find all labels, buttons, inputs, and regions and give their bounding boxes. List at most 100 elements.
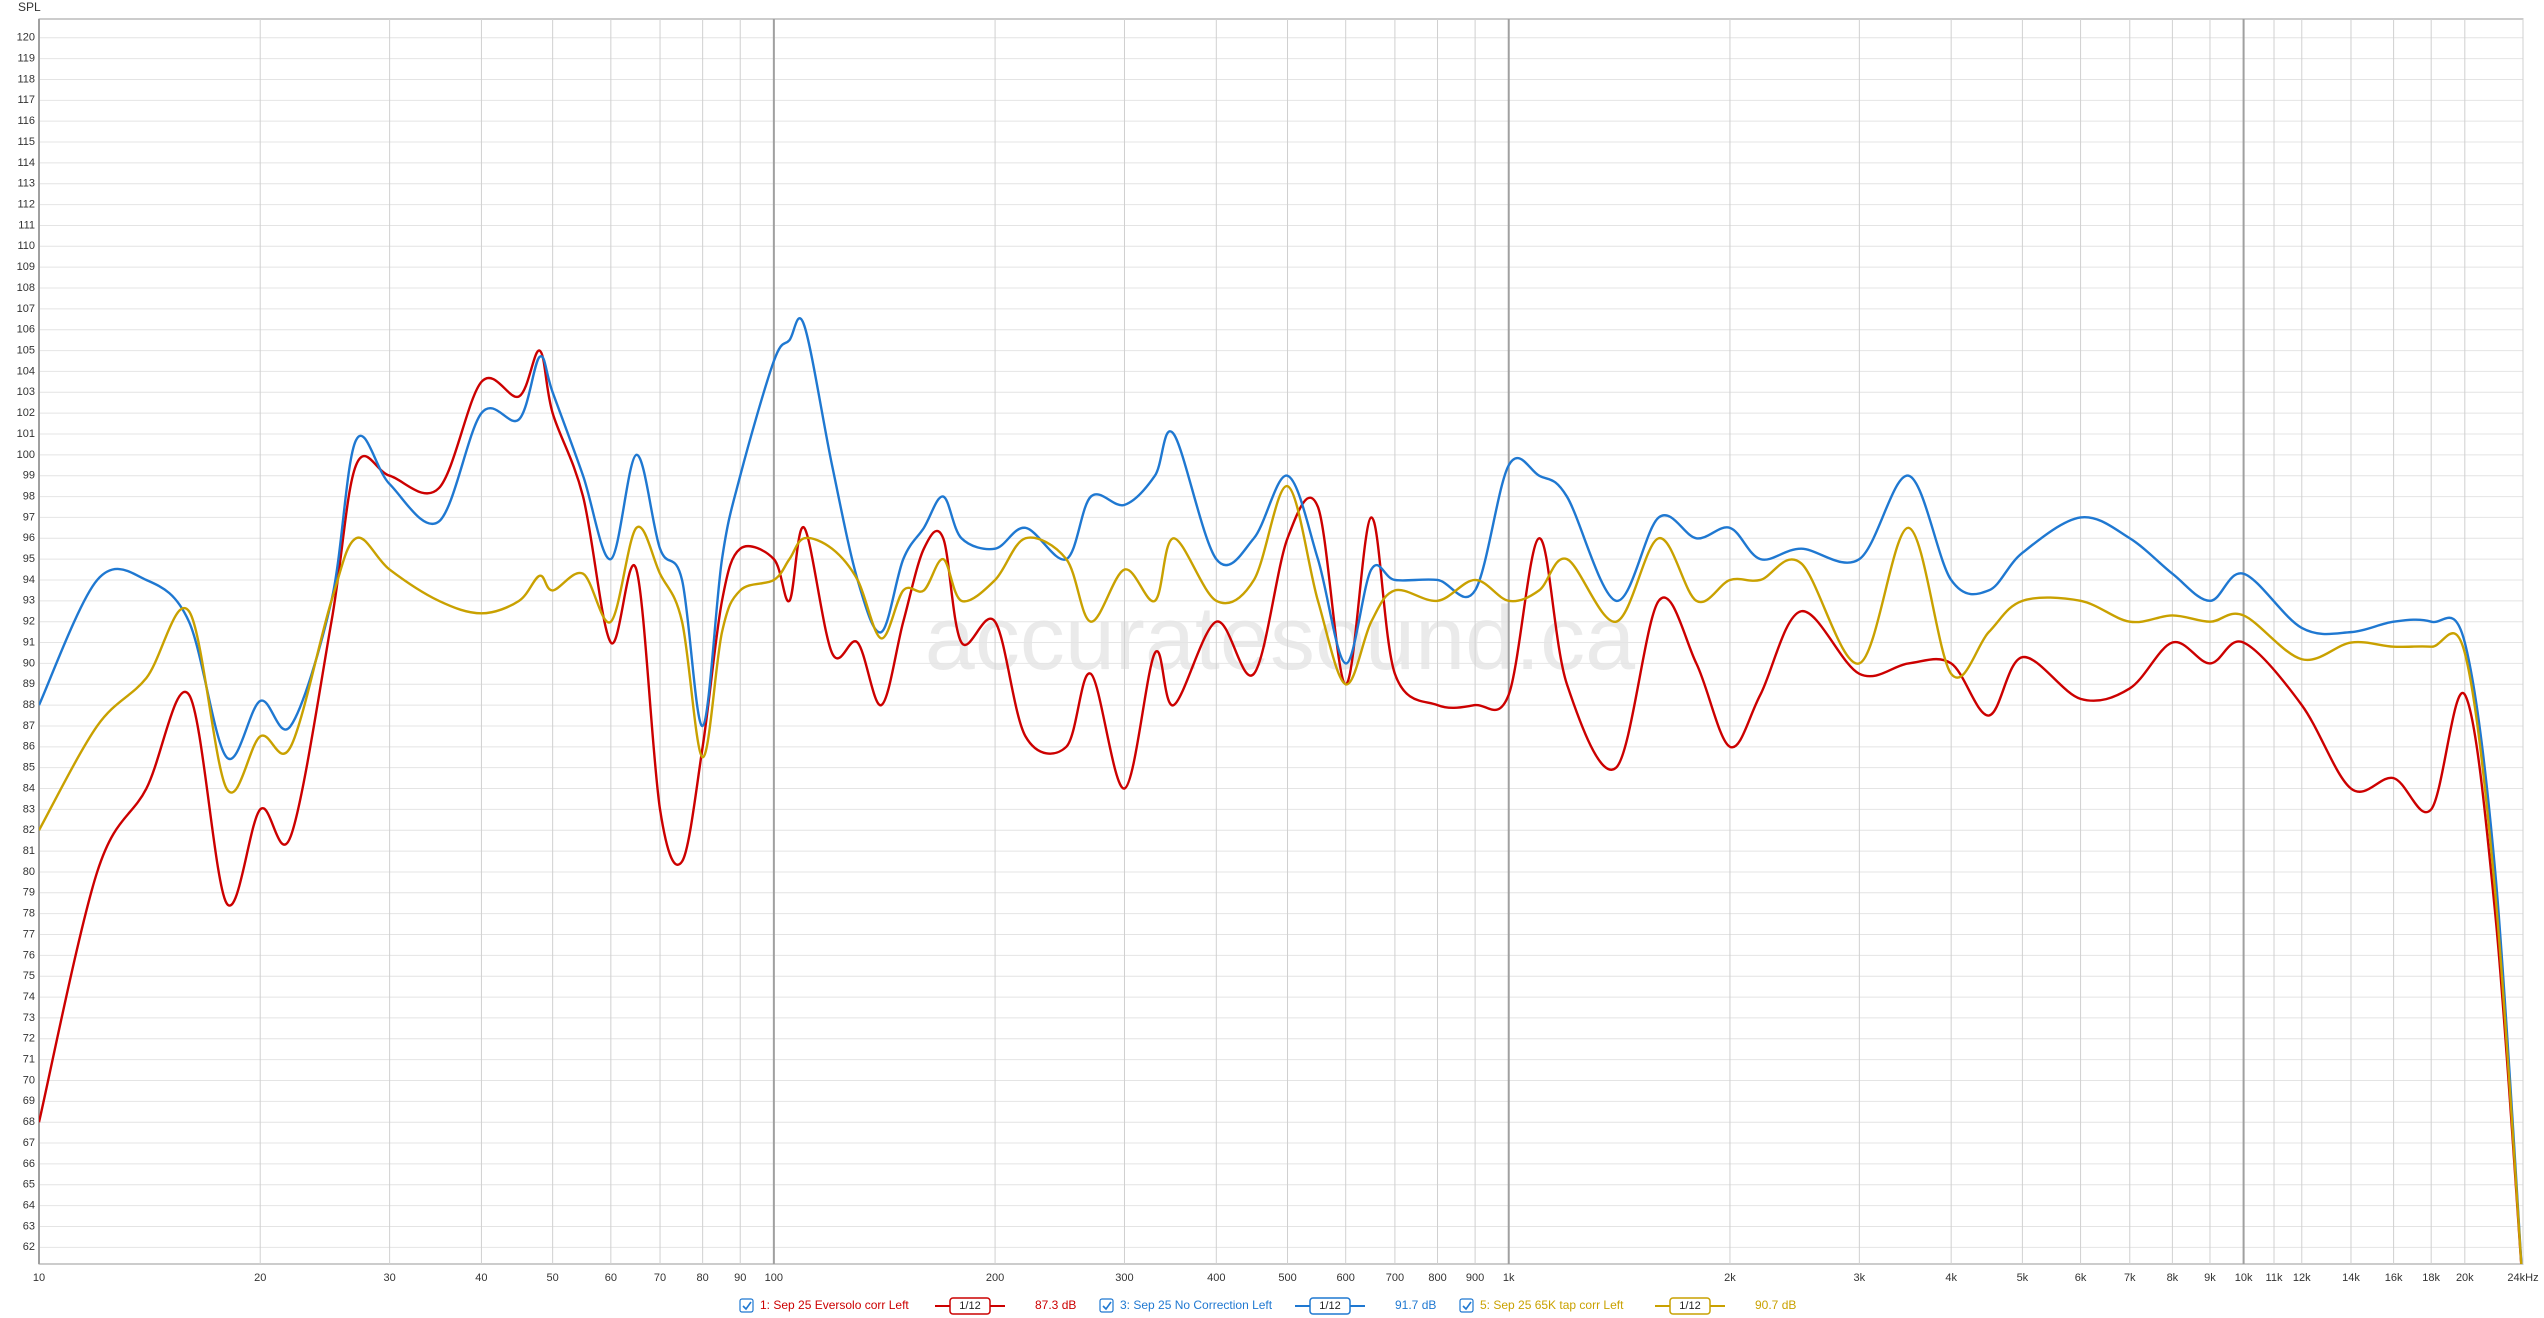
y-tick-label: 78	[23, 908, 35, 920]
y-tick-label: 79	[23, 887, 35, 899]
y-tick-label: 107	[17, 303, 35, 315]
y-tick-label: 108	[17, 282, 35, 294]
smoothing-label[interactable]: 1/12	[959, 1300, 980, 1312]
legend-label: 3: Sep 25 No Correction Left	[1120, 1298, 1273, 1312]
smoothing-box	[949, 1297, 991, 1315]
y-axis-label: SPL	[18, 0, 41, 14]
legend-item: 1/12 87.3 dB	[739, 1297, 1076, 1315]
x-tick-label: 9k	[2204, 1272, 2216, 1284]
y-tick-label: 85	[23, 762, 35, 774]
y-tick-label: 66	[23, 1158, 35, 1170]
y-tick-label: 75	[23, 970, 35, 982]
x-tick-label: 12k	[2293, 1272, 2311, 1284]
legend-label: 1: Sep 25 Eversolo corr Left	[760, 1298, 909, 1312]
x-tick-label: 600	[1337, 1272, 1355, 1284]
y-tick-label: 84	[23, 782, 35, 794]
x-tick-label: 200	[986, 1272, 1004, 1284]
y-tick-label: 87	[23, 720, 35, 732]
y-tick-label: 105	[17, 344, 35, 356]
y-tick-label: 109	[17, 261, 35, 273]
y-tick-label: 119	[17, 53, 35, 65]
y-tick-label: 62	[23, 1241, 35, 1253]
y-tick-label: 64	[23, 1200, 35, 1212]
x-tick-label: 40	[475, 1272, 487, 1284]
y-tick-label: 120	[17, 32, 35, 44]
plot-area	[38, 18, 2524, 1265]
x-tick-label: 80	[697, 1272, 709, 1284]
y-tick-label: 83	[23, 803, 35, 815]
y-tick-label: 104	[17, 365, 35, 377]
y-tick-label: 86	[23, 741, 35, 753]
x-tick-label: 100	[765, 1272, 783, 1284]
y-tick-label: 70	[23, 1074, 35, 1086]
y-tick-label: 99	[23, 470, 35, 482]
y-tick-label: 76	[23, 949, 35, 961]
y-tick-label: 103	[17, 386, 35, 398]
x-tick-label: 10	[33, 1272, 45, 1284]
y-tick-label: 88	[23, 699, 35, 711]
y-tick-label: 110	[17, 240, 35, 252]
y-tick-label: 73	[23, 1012, 35, 1024]
x-tick-label: 20	[254, 1272, 266, 1284]
y-tick-label: 68	[23, 1116, 35, 1128]
x-tick-label: 18k	[2422, 1272, 2440, 1284]
y-tick-label: 93	[23, 595, 35, 607]
y-tick-label: 118	[17, 73, 35, 85]
smoothing-box	[1309, 1297, 1351, 1315]
y-tick-label: 111	[18, 219, 35, 231]
y-tick-label: 96	[23, 532, 35, 544]
y-tick-label: 82	[23, 824, 35, 836]
y-tick-label: 95	[23, 553, 35, 565]
smoothing-label[interactable]: 1/12	[1679, 1300, 1700, 1312]
y-tick-label: 69	[23, 1095, 35, 1107]
y-tick-label: 63	[23, 1220, 35, 1232]
legend-level: 91.7 dB	[1395, 1298, 1436, 1312]
x-tick-label: 70	[654, 1272, 666, 1284]
checkmark	[1102, 1301, 1112, 1311]
x-tick-label: 300	[1115, 1272, 1133, 1284]
x-tick-label: 11k	[2266, 1272, 2283, 1284]
y-tick-label: 116	[17, 115, 35, 127]
series-line	[39, 349, 2523, 1264]
x-tick-label: 8k	[2167, 1272, 2179, 1284]
legend-checkbox[interactable]	[1459, 1298, 1474, 1313]
legend-item: 1/12 90.7 dB	[1459, 1297, 1796, 1315]
x-tick-label: 10k	[2235, 1272, 2253, 1284]
y-tick-label: 92	[23, 616, 35, 628]
checkmark	[742, 1301, 752, 1311]
smoothing-box	[1669, 1297, 1711, 1315]
y-tick-label: 98	[23, 490, 35, 502]
y-tick-label: 74	[23, 991, 35, 1003]
legend-level: 87.3 dB	[1035, 1298, 1076, 1312]
plot-lines	[39, 317, 2523, 1264]
y-tick-label: 100	[17, 449, 35, 461]
x-tick-label: 2k	[1724, 1272, 1736, 1284]
y-tick-label: 71	[23, 1054, 35, 1066]
checkmark	[1462, 1301, 1472, 1311]
y-tick-label: 81	[23, 845, 35, 857]
x-tick-label: 3k	[1854, 1272, 1866, 1284]
y-tick-label: 117	[17, 94, 35, 106]
y-tick-label: 72	[23, 1033, 35, 1045]
y-tick-label: 115	[17, 136, 35, 148]
x-tick-label: 4k	[1945, 1272, 1957, 1284]
x-tick-label: 90	[734, 1272, 746, 1284]
y-tick-label: 80	[23, 866, 35, 878]
legend-item: 1/12 91.7 dB	[1099, 1297, 1436, 1315]
x-tick-label: 6k	[2075, 1272, 2087, 1284]
smoothing-label[interactable]: 1/12	[1319, 1300, 1340, 1312]
x-tick-label: 900	[1466, 1272, 1484, 1284]
y-tick-label: 90	[23, 657, 35, 669]
y-tick-label: 67	[23, 1137, 35, 1149]
x-tick-label: 1k	[1503, 1272, 1515, 1284]
y-tick-label: 65	[23, 1179, 35, 1191]
x-tick-label: 50	[547, 1272, 559, 1284]
legend-checkbox[interactable]	[739, 1298, 754, 1313]
x-tick-label: 400	[1207, 1272, 1225, 1284]
y-tick-label: 91	[23, 636, 35, 648]
series-line	[39, 484, 2523, 1264]
x-tick-label: 700	[1386, 1272, 1404, 1284]
legend-checkbox[interactable]	[1099, 1298, 1114, 1313]
